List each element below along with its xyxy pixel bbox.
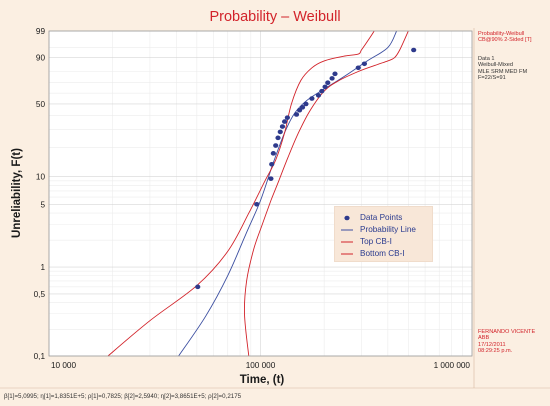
data-point (325, 80, 331, 85)
data-point (279, 124, 286, 129)
plot-border (48, 30, 473, 357)
blue-line-icon (341, 229, 353, 231)
data-point (281, 119, 288, 124)
author-panel: FERNANDO VICENTE ABB 17/12/2011 08:29:25… (478, 329, 548, 355)
x-tick-labels: 10 000 100 000 1 000 000 (51, 361, 470, 370)
data-point (319, 88, 325, 94)
data-info-panel: Data 1 Weibull-Mixed MLE SRM MED FM F=22… (478, 56, 548, 82)
data-point (269, 161, 275, 167)
author-name: FERNANDO VICENTE (478, 329, 536, 335)
legend: Data Points Probability Line Top CB-I Bo… (334, 206, 433, 262)
data-point (254, 201, 260, 207)
confidence-bounds-text: CB@90% 2-Sided [T] (478, 37, 532, 44)
bottom-cb-line (243, 30, 409, 357)
data-point (303, 101, 309, 107)
data-point (284, 115, 290, 120)
data-point (329, 76, 335, 81)
y-tick-label: 0,5 (34, 290, 46, 299)
data-point (361, 61, 368, 67)
data-point (332, 71, 338, 77)
y-tick-label: 90 (36, 54, 46, 63)
plot-type-text: Probability-Weibull (478, 31, 525, 37)
date-text: 17/12/2011 (478, 341, 506, 348)
chart-title: Probability – Weibull (209, 9, 340, 25)
data-set-name: Data 1 (478, 56, 495, 62)
legend-label: Top CB-I (360, 237, 392, 246)
y-tick-labels: 0,1 0,5 1 5 10 50 90 99 (34, 27, 46, 361)
y-tick-label: 10 (36, 173, 46, 182)
y-tick-label: 5 (40, 200, 45, 209)
parameters-footer: β[1]=5,0995; η[1]=1,8351E+5; ρ[1]=0,7825… (4, 393, 242, 400)
legend-label: Bottom CB-I (360, 249, 405, 258)
data-point (293, 112, 300, 117)
legend-item-data-points: Data Points (335, 212, 432, 224)
distribution-name: Weibull-Mixed (478, 62, 514, 69)
data-point (322, 84, 328, 90)
data-point (411, 47, 417, 53)
legend-item-top-cb: Top CB-I (335, 236, 432, 248)
header-band (0, 0, 550, 28)
red-line-icon (341, 241, 353, 243)
y-tick-label: 50 (36, 100, 46, 109)
data-point (277, 129, 283, 135)
data-point (309, 96, 315, 101)
x-tick-label: 10 000 (51, 361, 76, 370)
data-point (273, 143, 279, 148)
legend-label: Probability Line (360, 225, 416, 234)
y-tick-label: 99 (36, 27, 46, 36)
data-point (355, 65, 361, 71)
data-point (275, 135, 281, 141)
data-points (195, 47, 417, 290)
analysis-method: MLE SRM MED FM (478, 68, 528, 75)
y-tick-label: 1 (40, 263, 45, 272)
data-point (270, 151, 276, 156)
top-cb-line (107, 30, 375, 357)
y-tick-label: 0,1 (34, 352, 46, 361)
y-axis-label: Unreliability, F(t) (11, 148, 23, 238)
data-point-marker-icon (344, 215, 350, 221)
company-name: ABB (478, 335, 490, 342)
x-tick-label: 1 000 000 (434, 361, 471, 370)
legend-item-bottom-cb: Bottom CB-I (335, 248, 432, 260)
data-point (299, 105, 306, 110)
data-point (315, 93, 322, 98)
red-line-icon (341, 253, 353, 255)
data-point (195, 284, 201, 290)
x-axis-label: Time, (t) (240, 374, 285, 386)
time-text: 08:29:25 p.m. (478, 348, 513, 355)
failure-suspension-count: F=22/S=91 (478, 75, 506, 82)
legend-label: Data Points (360, 213, 403, 222)
x-tick-label: 100 000 (246, 361, 276, 370)
data-point (268, 176, 274, 181)
plot-settings-panel: Probability-Weibull CB@90% 2-Sided [T] (478, 31, 548, 44)
legend-item-probability-line: Probability Line (335, 224, 432, 236)
grid (48, 30, 472, 357)
